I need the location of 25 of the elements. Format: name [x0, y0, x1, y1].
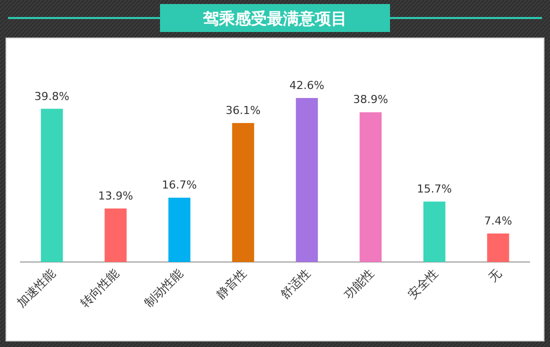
- data-label: 36.1%: [226, 104, 261, 118]
- data-label: 42.6%: [289, 79, 324, 92]
- chart-title: 驾乘感受最满意项目: [202, 9, 347, 28]
- x-tick-label: 制动性能: [142, 266, 186, 310]
- bar: [487, 234, 510, 262]
- bar: [296, 98, 318, 262]
- data-label: 7.4%: [484, 214, 512, 228]
- data-label: 13.9%: [98, 189, 134, 202]
- data-label: 38.9%: [353, 93, 388, 106]
- x-tick-label: 舒适性: [278, 266, 313, 302]
- bar: [168, 198, 190, 262]
- x-tick-label: 加速性能: [14, 266, 58, 310]
- bar: [232, 123, 254, 262]
- x-tick-label: 安全性: [405, 266, 440, 302]
- bar: [104, 208, 127, 262]
- bar: [360, 112, 382, 262]
- bar: [423, 202, 446, 262]
- x-tick-label: 转向性能: [78, 266, 122, 310]
- bar: [40, 108, 63, 262]
- data-label: 39.8%: [34, 90, 70, 103]
- x-tick-label: 静音性: [214, 266, 250, 302]
- x-tick-label: 无: [486, 266, 504, 285]
- data-label: 15.7%: [416, 182, 452, 196]
- x-tick-label: 功能性: [341, 266, 377, 302]
- data-label: 16.7%: [162, 178, 197, 192]
